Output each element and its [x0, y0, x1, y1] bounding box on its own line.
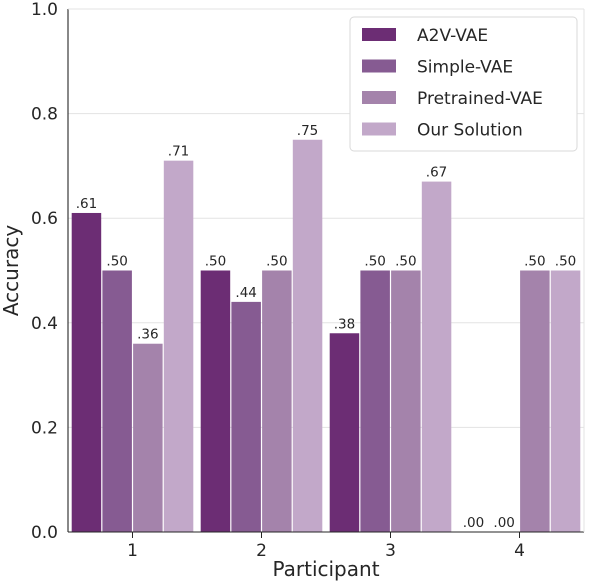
bar — [550, 270, 581, 532]
legend-label: A2V-VAE — [417, 26, 488, 46]
bars — [71, 139, 581, 533]
y-tick-label: 0.8 — [31, 105, 58, 125]
legend-label: Our Solution — [417, 121, 523, 141]
y-axis-title: Accuracy — [0, 225, 23, 316]
legend-swatch — [362, 28, 396, 41]
legend: A2V-VAE Simple-VAE Pretrained-VAE Our Solut… — [349, 16, 578, 152]
data-label: .38 — [334, 316, 355, 332]
bar — [329, 333, 360, 532]
bar — [292, 139, 323, 532]
data-labels: .61 .50 .36 .71 .50 .44 .50 .75 .38 .50 .50 .67 .00.… — [76, 123, 577, 531]
legend-label: Pretrained-VAE — [417, 89, 543, 109]
bar — [520, 270, 550, 532]
data-label: .00 — [463, 515, 484, 531]
y-tick-label: 0.2 — [31, 418, 58, 438]
bar — [200, 270, 231, 532]
x-tick-label: 2 — [256, 541, 267, 561]
x-tick-label: 4 — [514, 541, 525, 561]
bar — [163, 160, 194, 533]
bar — [133, 343, 163, 532]
y-tick-label: 0.6 — [31, 209, 58, 229]
data-label: .00 — [493, 515, 514, 531]
data-label: .50 — [364, 254, 385, 270]
bar — [421, 181, 452, 532]
y-tick-label: 0.0 — [31, 523, 58, 543]
data-label: .71 — [168, 144, 189, 160]
data-label: .36 — [137, 327, 158, 343]
data-label: .61 — [76, 196, 97, 212]
data-label: .50 — [205, 254, 226, 270]
data-label: .75 — [297, 123, 318, 139]
data-label: .50 — [266, 254, 287, 270]
x-tick-label: 3 — [385, 541, 396, 561]
axes: 0.0 0.2 0.4 0.6 0.8 1.0 1 2 3 4 — [31, 0, 585, 561]
data-label: .50 — [555, 254, 576, 270]
bar — [360, 270, 390, 532]
bar — [231, 301, 261, 532]
data-label: .44 — [235, 285, 256, 301]
x-tick-label: 1 — [127, 541, 138, 561]
data-label: .50 — [106, 254, 127, 270]
y-tick-label: 0.4 — [31, 314, 58, 334]
bar — [102, 270, 132, 532]
legend-swatch — [362, 91, 396, 104]
legend-swatch — [362, 59, 396, 73]
legend-box — [349, 16, 578, 152]
legend-swatch — [362, 122, 396, 136]
bar — [71, 212, 102, 532]
y-tick-label: 1.0 — [31, 0, 58, 20]
legend-label: Simple-VAE — [417, 58, 513, 78]
data-label: .67 — [426, 165, 447, 181]
bar — [262, 270, 292, 532]
data-label: .50 — [524, 254, 545, 270]
x-axis-title: Participant — [272, 557, 379, 581]
data-label: .50 — [395, 254, 416, 270]
bar — [391, 270, 421, 532]
